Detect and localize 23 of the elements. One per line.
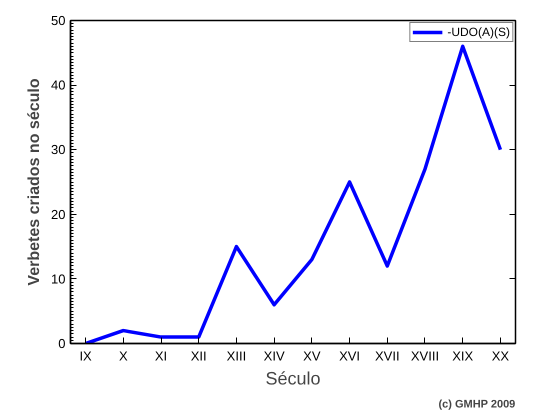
- legend-label: -UDO(A)(S): [447, 25, 510, 39]
- x-tick-label: XII: [190, 348, 207, 364]
- x-tick-label: XVI: [339, 348, 360, 364]
- y-axis-title: Verbetes criados no século: [26, 78, 44, 286]
- x-tick-label: XX: [492, 348, 510, 364]
- y-tick-label: 20: [51, 206, 66, 222]
- y-tick-label: 30: [51, 142, 66, 158]
- x-tick-label: XIX: [452, 348, 474, 364]
- line-series: [84, 44, 502, 344]
- y-tick-label: 10: [51, 271, 66, 286]
- text: (c) GMHP 2009: [438, 398, 516, 410]
- x-tick-label: IX: [79, 348, 92, 364]
- x-tick-label: XVIII: [410, 348, 440, 364]
- x-tick-label: XIII: [226, 348, 246, 364]
- y-tick-label: 0: [58, 336, 66, 351]
- y-tick-label: 50: [51, 13, 66, 28]
- x-tick-label: XV: [303, 348, 321, 364]
- x-tick-label: X: [118, 348, 128, 364]
- x-tick-label: XIV: [264, 348, 285, 364]
- x-tick-label: XVII: [374, 348, 400, 364]
- y-tick-label: 40: [51, 78, 66, 93]
- x-axis-title: Século: [265, 368, 321, 388]
- x-tick-label: XI: [154, 348, 168, 364]
